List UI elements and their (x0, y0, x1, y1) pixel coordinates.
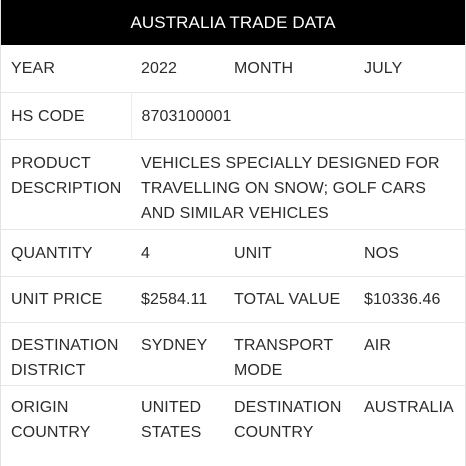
unit-price-value: $2584.11 (131, 276, 224, 323)
unit-price-label: UNIT PRICE (1, 276, 131, 323)
total-value-label: TOTAL VALUE (224, 276, 354, 323)
destination-district-label: DESTINATION DISTRICT (1, 322, 131, 386)
table-row-product-description: PRODUCT DESCRIPTION VEHICLES SPECIALLY D… (1, 139, 466, 230)
product-description-value: VEHICLES SPECIALLY DESIGNED FOR TRAVELLI… (131, 139, 466, 230)
destination-district-value: SYDNEY (131, 322, 224, 386)
card-title: AUSTRALIA TRADE DATA (130, 13, 336, 32)
card-header: AUSTRALIA TRADE DATA (1, 0, 465, 45)
table-row-quantity-unit: QUANTITY 4 UNIT NOS (1, 229, 466, 277)
origin-country-label: ORIGIN COUNTRY (11, 398, 91, 441)
year-value: 2022 (131, 45, 224, 93)
month-label: MONTH (224, 45, 354, 93)
quantity-value: 4 (131, 229, 224, 277)
table-row-destination-transport: DESTINATION DISTRICT SYDNEY TRANSPORT MO… (1, 322, 466, 386)
hs-code-label: HS CODE (1, 92, 131, 140)
destination-country-label: DESTINATION COUNTRY (234, 398, 342, 441)
table-row-year-month: YEAR 2022 MONTH JULY (1, 45, 466, 93)
year-label: YEAR (1, 45, 131, 93)
table-row-price: UNIT PRICE $2584.11 TOTAL VALUE $10336.4… (1, 276, 466, 323)
table-row-countries: ORIGIN COUNTRY UNITED STATES DESTINATION… (1, 385, 466, 466)
product-description-label: PRODUCT DESCRIPTION (1, 139, 131, 230)
table-row-hs-code: HS CODE 8703100001 (1, 92, 466, 140)
destination-country-value: AUSTRALIA (364, 398, 454, 416)
transport-mode-label: TRANSPORT MODE (224, 322, 354, 386)
total-value-value: $10336.46 (354, 276, 466, 323)
origin-country-value: UNITED STATES (141, 398, 202, 441)
month-value: JULY (354, 45, 466, 93)
hs-code-value: 8703100001 (130, 92, 466, 140)
quantity-label: QUANTITY (1, 229, 131, 277)
trade-data-table: YEAR 2022 MONTH JULY HS CODE 8703100001 … (1, 45, 466, 466)
unit-label: UNIT (224, 229, 354, 277)
transport-mode-value: AIR (354, 322, 466, 386)
unit-value: NOS (354, 229, 466, 277)
